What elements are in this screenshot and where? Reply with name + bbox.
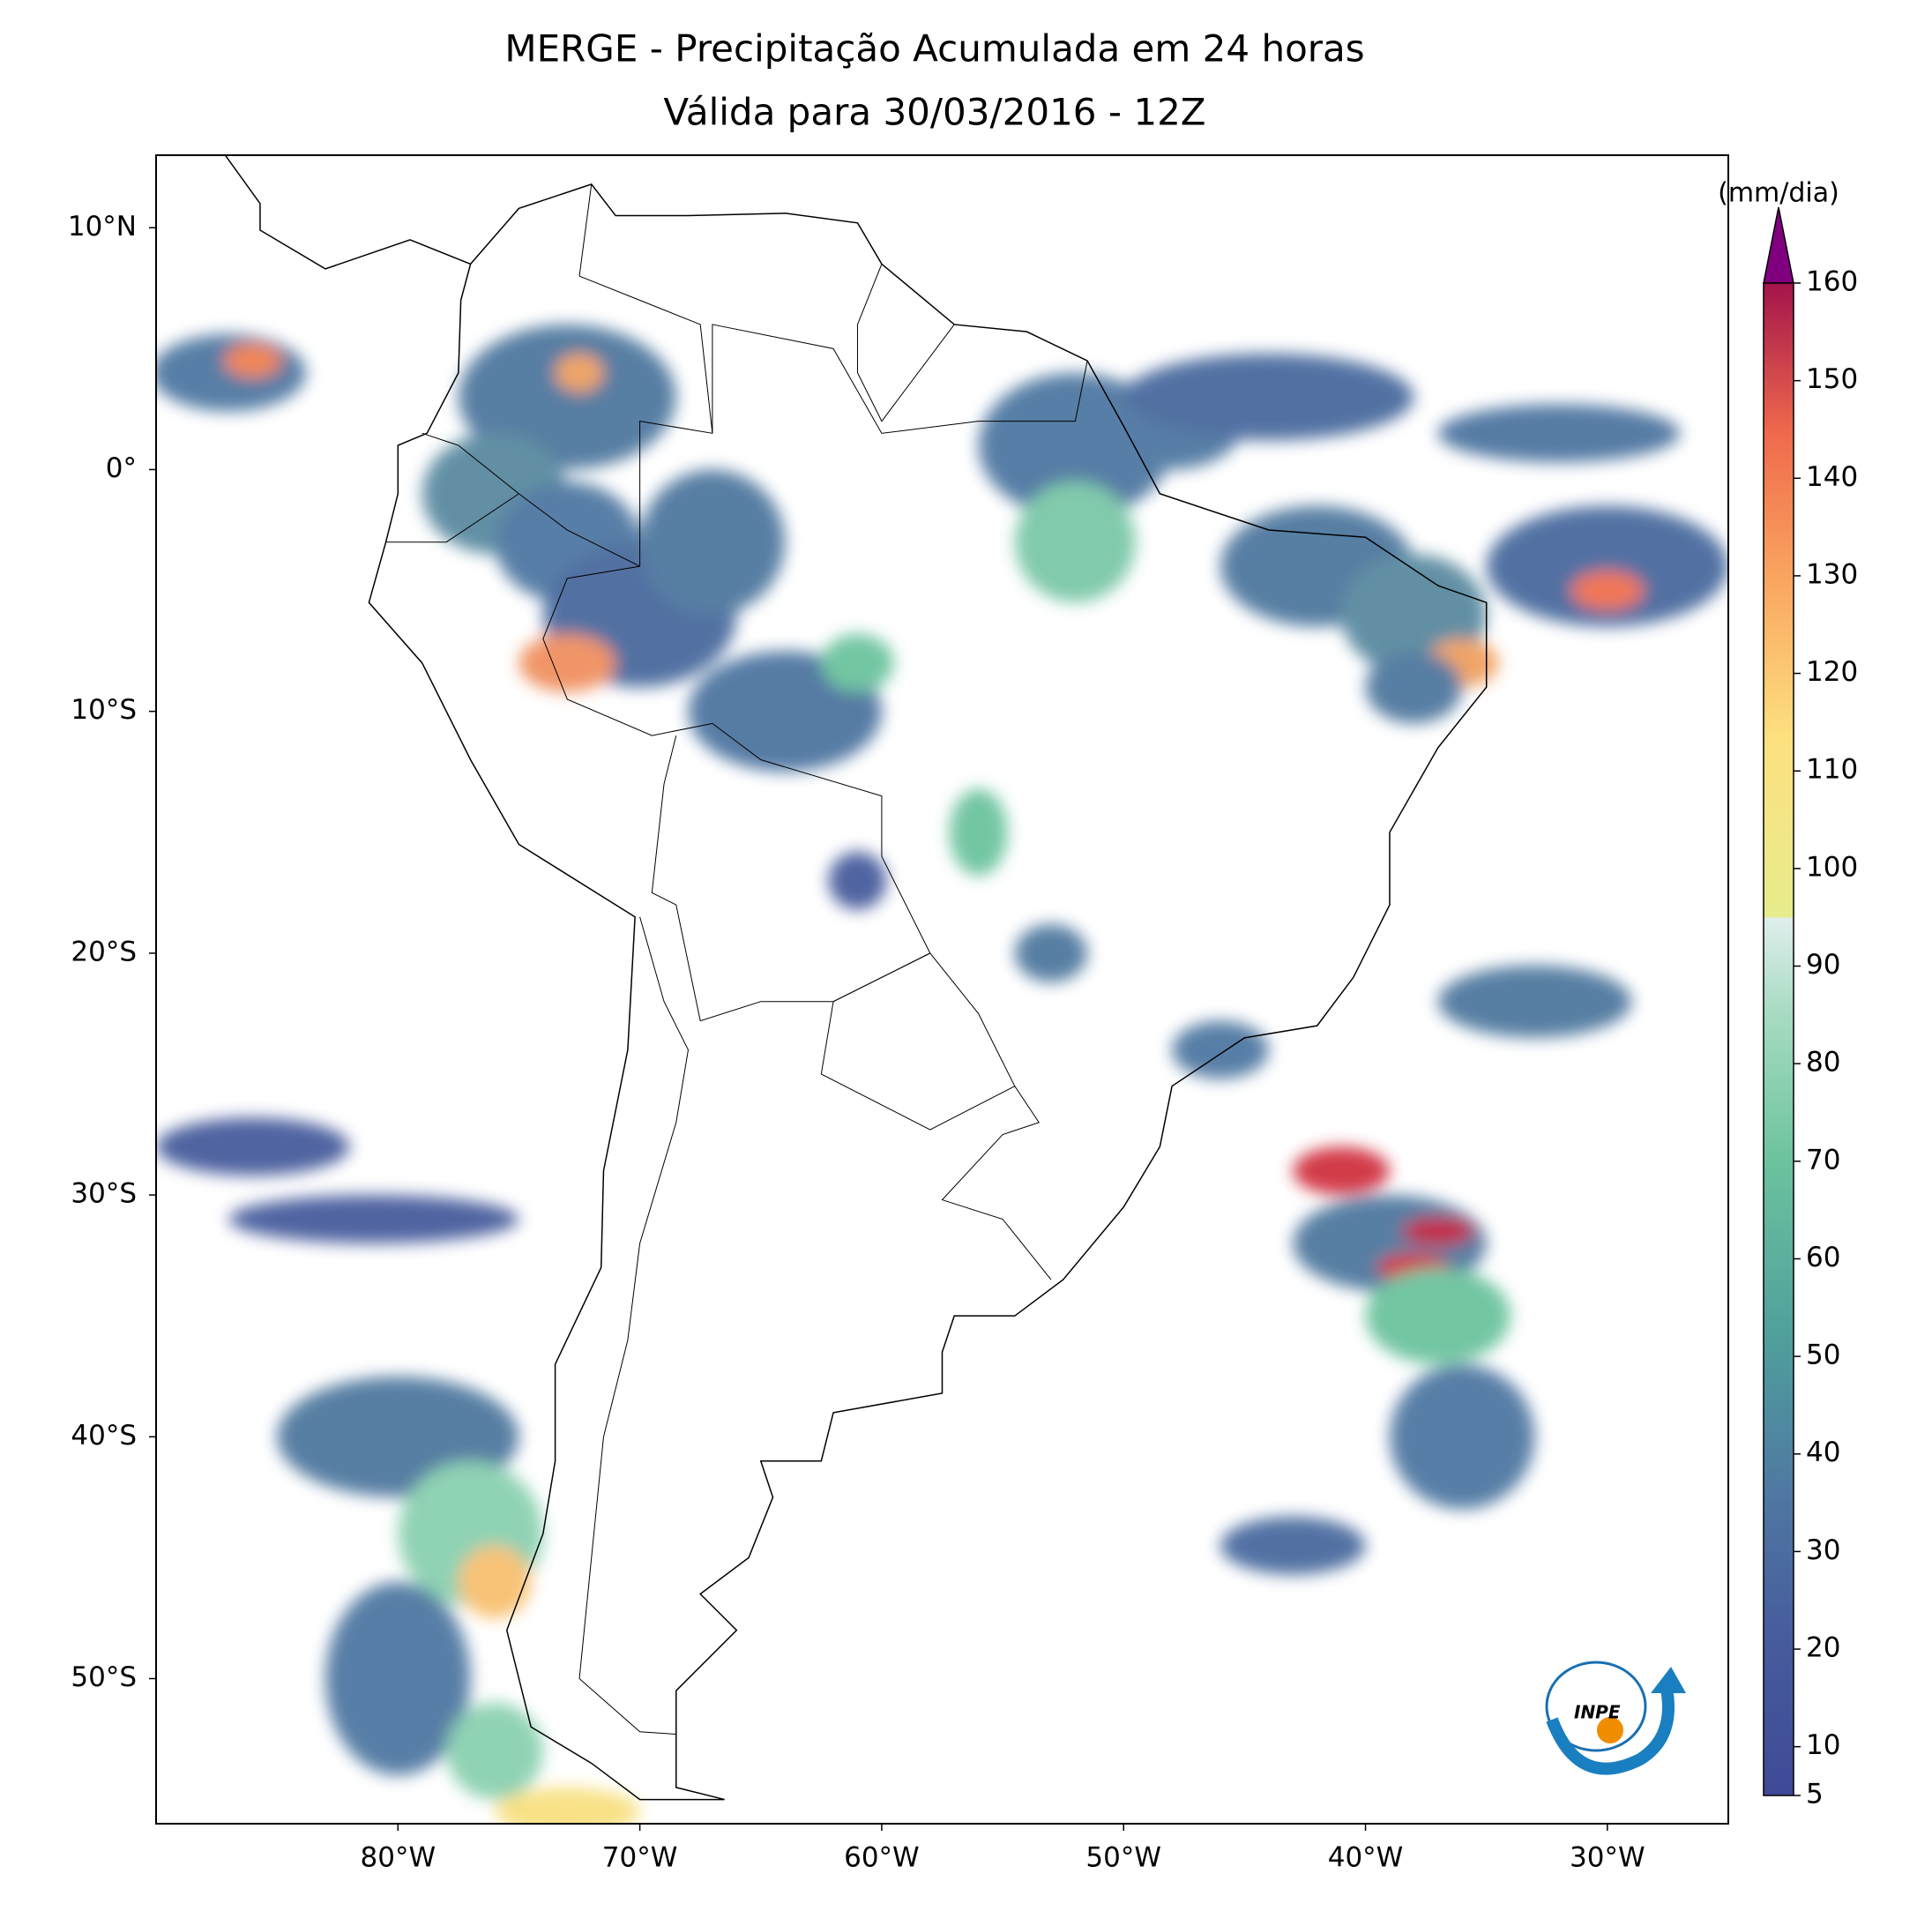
precip-area — [1172, 1020, 1269, 1079]
precip-area — [1365, 1267, 1511, 1365]
y-tick-label: 50°S — [71, 1661, 137, 1693]
y-tick-label: 20°S — [71, 936, 137, 967]
precip-area — [1570, 571, 1644, 610]
precip-area — [458, 324, 676, 470]
precip-area — [1220, 1516, 1366, 1575]
precip-area — [1389, 1364, 1535, 1510]
map-area — [156, 155, 1728, 1824]
x-tick-label: 30°W — [1570, 1842, 1645, 1874]
precip-area — [1014, 481, 1136, 603]
colorbar-tick-label: 130 — [1806, 558, 1858, 590]
country-border — [651, 735, 931, 1022]
y-tick-label: 40°S — [71, 1420, 137, 1452]
colorbar-tick-label: 90 — [1806, 949, 1840, 981]
colorbar — [1763, 282, 1794, 1796]
colorbar-tick-label: 50 — [1806, 1340, 1840, 1371]
coastline — [224, 155, 1488, 1801]
colorbar-tick-label: 120 — [1806, 656, 1858, 688]
title: MERGE - Precipitação Acumulada em 24 hor… — [504, 27, 1364, 71]
colorbar-tick-label: 140 — [1806, 461, 1858, 493]
precip-area — [458, 1545, 532, 1618]
colorbar-tick-label: 60 — [1806, 1242, 1840, 1273]
precip-area — [949, 788, 1008, 877]
y-tick-label: 30°S — [71, 1178, 137, 1210]
precip-area — [1293, 1146, 1390, 1196]
map-frame — [155, 154, 1729, 1825]
x-tick-label: 80°W — [361, 1842, 436, 1874]
precip-field — [156, 324, 1728, 1824]
precip-area — [518, 633, 616, 692]
country-border — [820, 952, 1016, 1131]
x-tick-label: 60°W — [844, 1842, 920, 1874]
y-tick-label: 10°N — [68, 211, 137, 243]
precip-area — [228, 1195, 519, 1243]
colorbar-tick-label: 40 — [1806, 1437, 1840, 1468]
y-tick-label: 0° — [106, 452, 137, 484]
colorbar-tick-label: 160 — [1806, 266, 1858, 298]
colorbar-tick-label: 110 — [1806, 754, 1858, 786]
country-border — [856, 264, 955, 422]
precip-area — [555, 353, 604, 392]
colorbar-tick-label: 10 — [1806, 1729, 1840, 1761]
colorbar-tick-label: 5 — [1806, 1779, 1824, 1810]
logo: INPE — [1545, 1661, 1686, 1775]
precip-area — [446, 1702, 543, 1800]
precip-area — [1123, 353, 1414, 441]
colorbar-label: (mm/dia) — [1718, 178, 1839, 209]
x-tick-label: 50°W — [1085, 1842, 1161, 1874]
precip-area — [1486, 505, 1728, 627]
precip-area — [156, 1117, 350, 1176]
precip-area — [325, 1581, 471, 1776]
precip-area — [156, 333, 307, 412]
country-border — [578, 183, 713, 434]
country-border — [518, 493, 640, 567]
precip-area — [495, 1787, 640, 1824]
colorbar-tick-label: 100 — [1806, 851, 1858, 883]
y-tick-label: 10°S — [71, 694, 137, 726]
logo-text: INPE — [1574, 1702, 1621, 1723]
precip-area — [1437, 965, 1632, 1038]
colorbar-tick-label: 150 — [1806, 363, 1858, 395]
precip-area — [639, 469, 786, 615]
precip-area — [821, 633, 894, 692]
precip-area — [1437, 404, 1681, 463]
country-border — [929, 952, 1052, 1280]
x-tick-label: 40°W — [1328, 1842, 1404, 1874]
precip-area — [223, 343, 282, 378]
precip-area — [828, 851, 887, 910]
colorbar-extend — [1763, 206, 1794, 284]
colorbar-tick-label: 30 — [1806, 1534, 1840, 1566]
country-border — [578, 916, 689, 1736]
precip-area — [1401, 1216, 1474, 1246]
x-tick-label: 70°W — [602, 1842, 678, 1874]
subtitle: Válida para 30/03/2016 - 12Z — [663, 91, 1205, 134]
colorbar-tick-label: 80 — [1806, 1047, 1840, 1079]
colorbar-tick-label: 20 — [1806, 1632, 1840, 1664]
precip-area — [1014, 923, 1088, 982]
precip-area — [1365, 651, 1463, 724]
colorbar-tick-label: 70 — [1806, 1144, 1840, 1176]
